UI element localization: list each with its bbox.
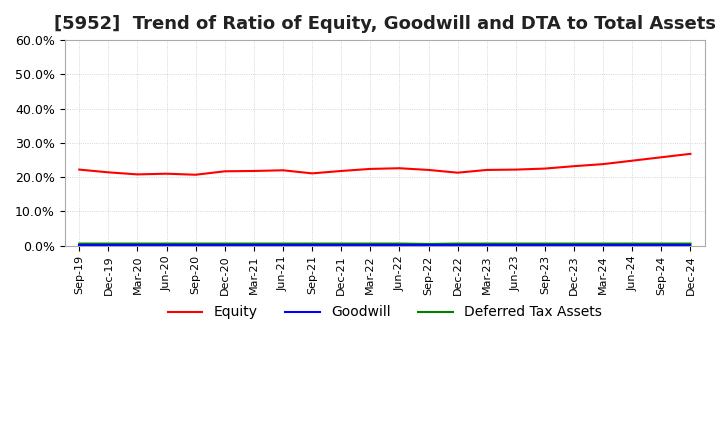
Equity xyxy=(104,170,113,175)
Deferred Tax Assets xyxy=(541,241,549,246)
Legend: Equity, Goodwill, Deferred Tax Assets: Equity, Goodwill, Deferred Tax Assets xyxy=(162,300,608,325)
Equity xyxy=(337,169,346,174)
Line: Equity: Equity xyxy=(79,154,690,175)
Deferred Tax Assets xyxy=(75,241,84,246)
Goodwill xyxy=(75,242,84,247)
Equity xyxy=(482,167,491,172)
Deferred Tax Assets xyxy=(192,241,200,246)
Deferred Tax Assets xyxy=(424,241,433,246)
Deferred Tax Assets xyxy=(511,241,520,246)
Deferred Tax Assets xyxy=(482,241,491,246)
Deferred Tax Assets xyxy=(279,241,287,246)
Equity xyxy=(686,151,695,157)
Goodwill xyxy=(279,242,287,247)
Goodwill xyxy=(599,242,608,247)
Deferred Tax Assets xyxy=(686,241,695,246)
Title: [5952]  Trend of Ratio of Equity, Goodwill and DTA to Total Assets: [5952] Trend of Ratio of Equity, Goodwil… xyxy=(54,15,716,33)
Deferred Tax Assets xyxy=(599,241,608,246)
Goodwill xyxy=(511,242,520,247)
Equity xyxy=(599,161,608,167)
Goodwill xyxy=(424,242,433,247)
Deferred Tax Assets xyxy=(162,241,171,246)
Goodwill xyxy=(250,242,258,247)
Goodwill xyxy=(337,242,346,247)
Equity xyxy=(192,172,200,177)
Deferred Tax Assets xyxy=(366,241,374,246)
Deferred Tax Assets xyxy=(337,241,346,246)
Equity xyxy=(657,154,666,160)
Deferred Tax Assets xyxy=(220,241,229,246)
Deferred Tax Assets xyxy=(628,241,636,246)
Goodwill xyxy=(162,242,171,247)
Goodwill xyxy=(133,242,142,247)
Goodwill xyxy=(104,242,113,247)
Deferred Tax Assets xyxy=(307,241,316,246)
Goodwill xyxy=(307,242,316,247)
Equity xyxy=(628,158,636,163)
Goodwill xyxy=(686,242,695,247)
Deferred Tax Assets xyxy=(657,241,666,246)
Equity xyxy=(424,167,433,172)
Deferred Tax Assets xyxy=(104,241,113,246)
Goodwill xyxy=(628,242,636,247)
Equity xyxy=(250,169,258,174)
Deferred Tax Assets xyxy=(570,241,578,246)
Equity xyxy=(570,164,578,169)
Deferred Tax Assets xyxy=(395,241,404,246)
Equity xyxy=(279,168,287,173)
Goodwill xyxy=(657,242,666,247)
Deferred Tax Assets xyxy=(133,241,142,246)
Deferred Tax Assets xyxy=(250,241,258,246)
Equity xyxy=(162,171,171,176)
Goodwill xyxy=(482,242,491,247)
Goodwill xyxy=(192,242,200,247)
Goodwill xyxy=(220,242,229,247)
Equity xyxy=(133,172,142,177)
Equity xyxy=(75,167,84,172)
Equity xyxy=(220,169,229,174)
Goodwill xyxy=(395,242,404,247)
Deferred Tax Assets xyxy=(454,241,462,246)
Goodwill xyxy=(454,242,462,247)
Equity xyxy=(454,170,462,175)
Equity xyxy=(511,167,520,172)
Goodwill xyxy=(541,242,549,247)
Equity xyxy=(541,166,549,171)
Equity xyxy=(366,166,374,172)
Equity xyxy=(395,165,404,171)
Goodwill xyxy=(366,242,374,247)
Goodwill xyxy=(570,242,578,247)
Equity xyxy=(307,171,316,176)
